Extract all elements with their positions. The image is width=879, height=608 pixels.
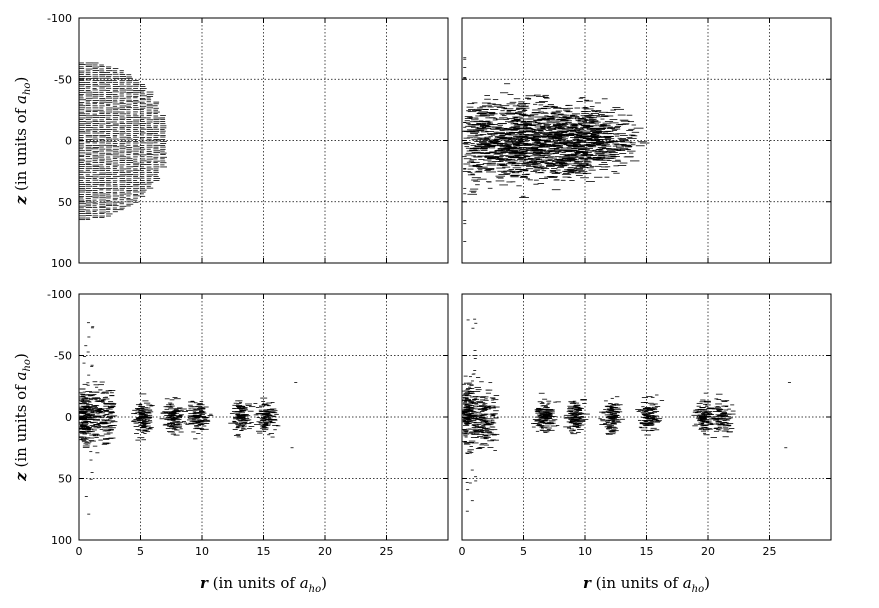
x-tick-label: 5 xyxy=(137,545,144,558)
x-tick-label: 15 xyxy=(257,545,271,558)
x-axis-label: r (in units of aho) xyxy=(583,574,710,595)
y-tick-label: 100 xyxy=(51,257,72,270)
panel-top-left: -100 -50 0 50 100 xyxy=(47,12,449,270)
y-tick-label: 50 xyxy=(58,196,72,209)
y-tick-label: 0 xyxy=(65,411,72,424)
y-axis-label: z (in units of aho) xyxy=(12,353,33,482)
panel-top-right xyxy=(461,17,832,264)
x-tick-label: 10 xyxy=(195,545,209,558)
y-tick-label: -100 xyxy=(47,12,72,25)
x-tick-label: 0 xyxy=(459,545,466,558)
x-tick-label: 20 xyxy=(318,545,332,558)
y-axis-label: z (in units of aho) xyxy=(12,77,33,206)
x-tick-label: 20 xyxy=(701,545,715,558)
y-tick-label: -100 xyxy=(47,288,72,301)
y-tick-label: 100 xyxy=(51,534,72,547)
panel-bottom-right: 0 5 10 15 20 25 xyxy=(459,293,832,558)
data-points xyxy=(79,62,168,221)
data-points xyxy=(79,322,298,515)
y-tick-label: 50 xyxy=(58,473,72,486)
data-points xyxy=(462,318,791,512)
x-axis-label: r (in units of aho) xyxy=(200,574,327,595)
x-tick-label: 15 xyxy=(640,545,654,558)
x-tick-label: 25 xyxy=(380,545,394,558)
y-tick-label: -50 xyxy=(54,350,72,363)
panel-bottom-left: -100 -50 0 50 100 0 5 10 15 20 25 xyxy=(47,288,449,558)
x-tick-label: 10 xyxy=(578,545,592,558)
y-tick-label: 0 xyxy=(65,135,72,148)
data-points xyxy=(462,57,650,242)
x-tick-label: 25 xyxy=(763,545,777,558)
x-tick-label: 5 xyxy=(520,545,527,558)
y-tick-label: -50 xyxy=(54,73,72,86)
x-tick-label: 0 xyxy=(76,545,83,558)
